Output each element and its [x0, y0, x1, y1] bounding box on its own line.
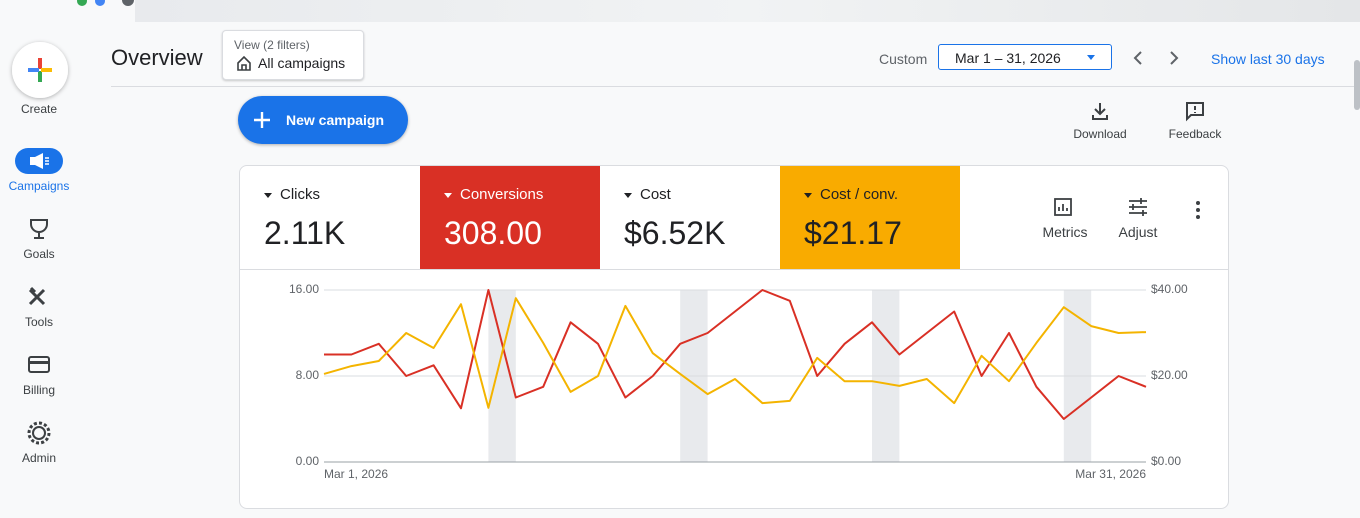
scorecard-label: Cost / conv. [804, 186, 960, 203]
scorecard-value: 2.11K [264, 215, 346, 251]
scorecard-value: 308.00 [444, 215, 542, 251]
feedback-icon[interactable] [1184, 100, 1206, 122]
scorecard-value: $6.52K [624, 215, 726, 251]
scorecard[interactable]: Cost / conv. $21.17 [780, 166, 960, 269]
tool-icons [1054, 198, 1200, 219]
date-mode: Custom [879, 51, 928, 67]
feedback-label[interactable]: Feedback [1168, 127, 1222, 141]
y-tick-label: 16.00 [289, 282, 319, 296]
scorecard[interactable]: Conversions 308.00 [420, 166, 600, 269]
view-label: View (2 filters) [234, 38, 310, 52]
date-nav[interactable] [1128, 48, 1184, 68]
download-icon[interactable] [1089, 100, 1111, 122]
chart: 0.00 8.00 16.00 $0.00 $20.00 $40.00 Mar 1, 202… [289, 282, 1188, 481]
date-range: Mar 1 – 31, 2026 [955, 50, 1061, 66]
scorecard-label-text: Cost / conv. [820, 186, 899, 203]
scorecard-label: Conversions [444, 186, 600, 203]
home-icon [237, 55, 251, 71]
series-line [324, 289, 1147, 420]
x-tick-label: Mar 31, 2026 [1075, 467, 1146, 481]
metrics-button[interactable]: Metrics [1042, 224, 1088, 240]
scorecard-label-text: Conversions [460, 186, 544, 203]
divider [240, 269, 1228, 270]
y2-tick-label: $20.00 [1151, 368, 1188, 382]
series-line [323, 297, 1147, 409]
download-label[interactable]: Download [1073, 127, 1127, 141]
date-picker[interactable]: Mar 1 – 31, 2026 [938, 44, 1112, 70]
nav-label[interactable]: Campaigns [8, 179, 70, 193]
divider [111, 86, 1360, 87]
new-campaign-button[interactable]: New campaign [238, 96, 408, 144]
chart-card: Clicks 2.11K Conversions 308.00 Cost $6.52K Co… [239, 165, 1229, 509]
scrollbar [1354, 60, 1360, 110]
y-tick-label: 8.00 [296, 368, 320, 382]
create-label: Create [20, 102, 58, 116]
y2-tick-label: $0.00 [1151, 454, 1181, 468]
nav-label[interactable]: Tools [24, 315, 53, 329]
y2-tick-label: $40.00 [1151, 282, 1188, 296]
scorecard-value: $21.17 [804, 215, 902, 251]
scorecard-label: Cost [624, 186, 780, 203]
view-selector[interactable]: View (2 filters) All campaigns [222, 30, 364, 80]
x-tick-label: Mar 1, 2026 [324, 467, 388, 481]
scorecard-label-text: Clicks [280, 186, 320, 203]
scorecard[interactable]: Clicks 2.11K [240, 166, 420, 269]
nav-label[interactable]: Billing [22, 383, 55, 397]
view-value: All campaigns [258, 55, 346, 71]
scorecard-label: Clicks [264, 186, 420, 203]
create-button[interactable] [12, 42, 68, 98]
scorecard[interactable]: Cost $6.52K [600, 166, 780, 269]
scorecard-label-text: Cost [640, 186, 671, 203]
sidebar-icons [12, 42, 68, 445]
top-bar [135, 0, 1360, 22]
adjust-button[interactable]: Adjust [1118, 224, 1158, 240]
logo [77, 0, 134, 6]
new-campaign-label: New campaign [286, 112, 385, 128]
page-title: Overview [111, 45, 203, 70]
show-last-link[interactable]: Show last 30 days [1211, 51, 1325, 67]
nav-label[interactable]: Goals [23, 247, 55, 261]
y-tick-label: 0.00 [296, 454, 320, 468]
nav-label[interactable]: Admin [21, 451, 56, 465]
